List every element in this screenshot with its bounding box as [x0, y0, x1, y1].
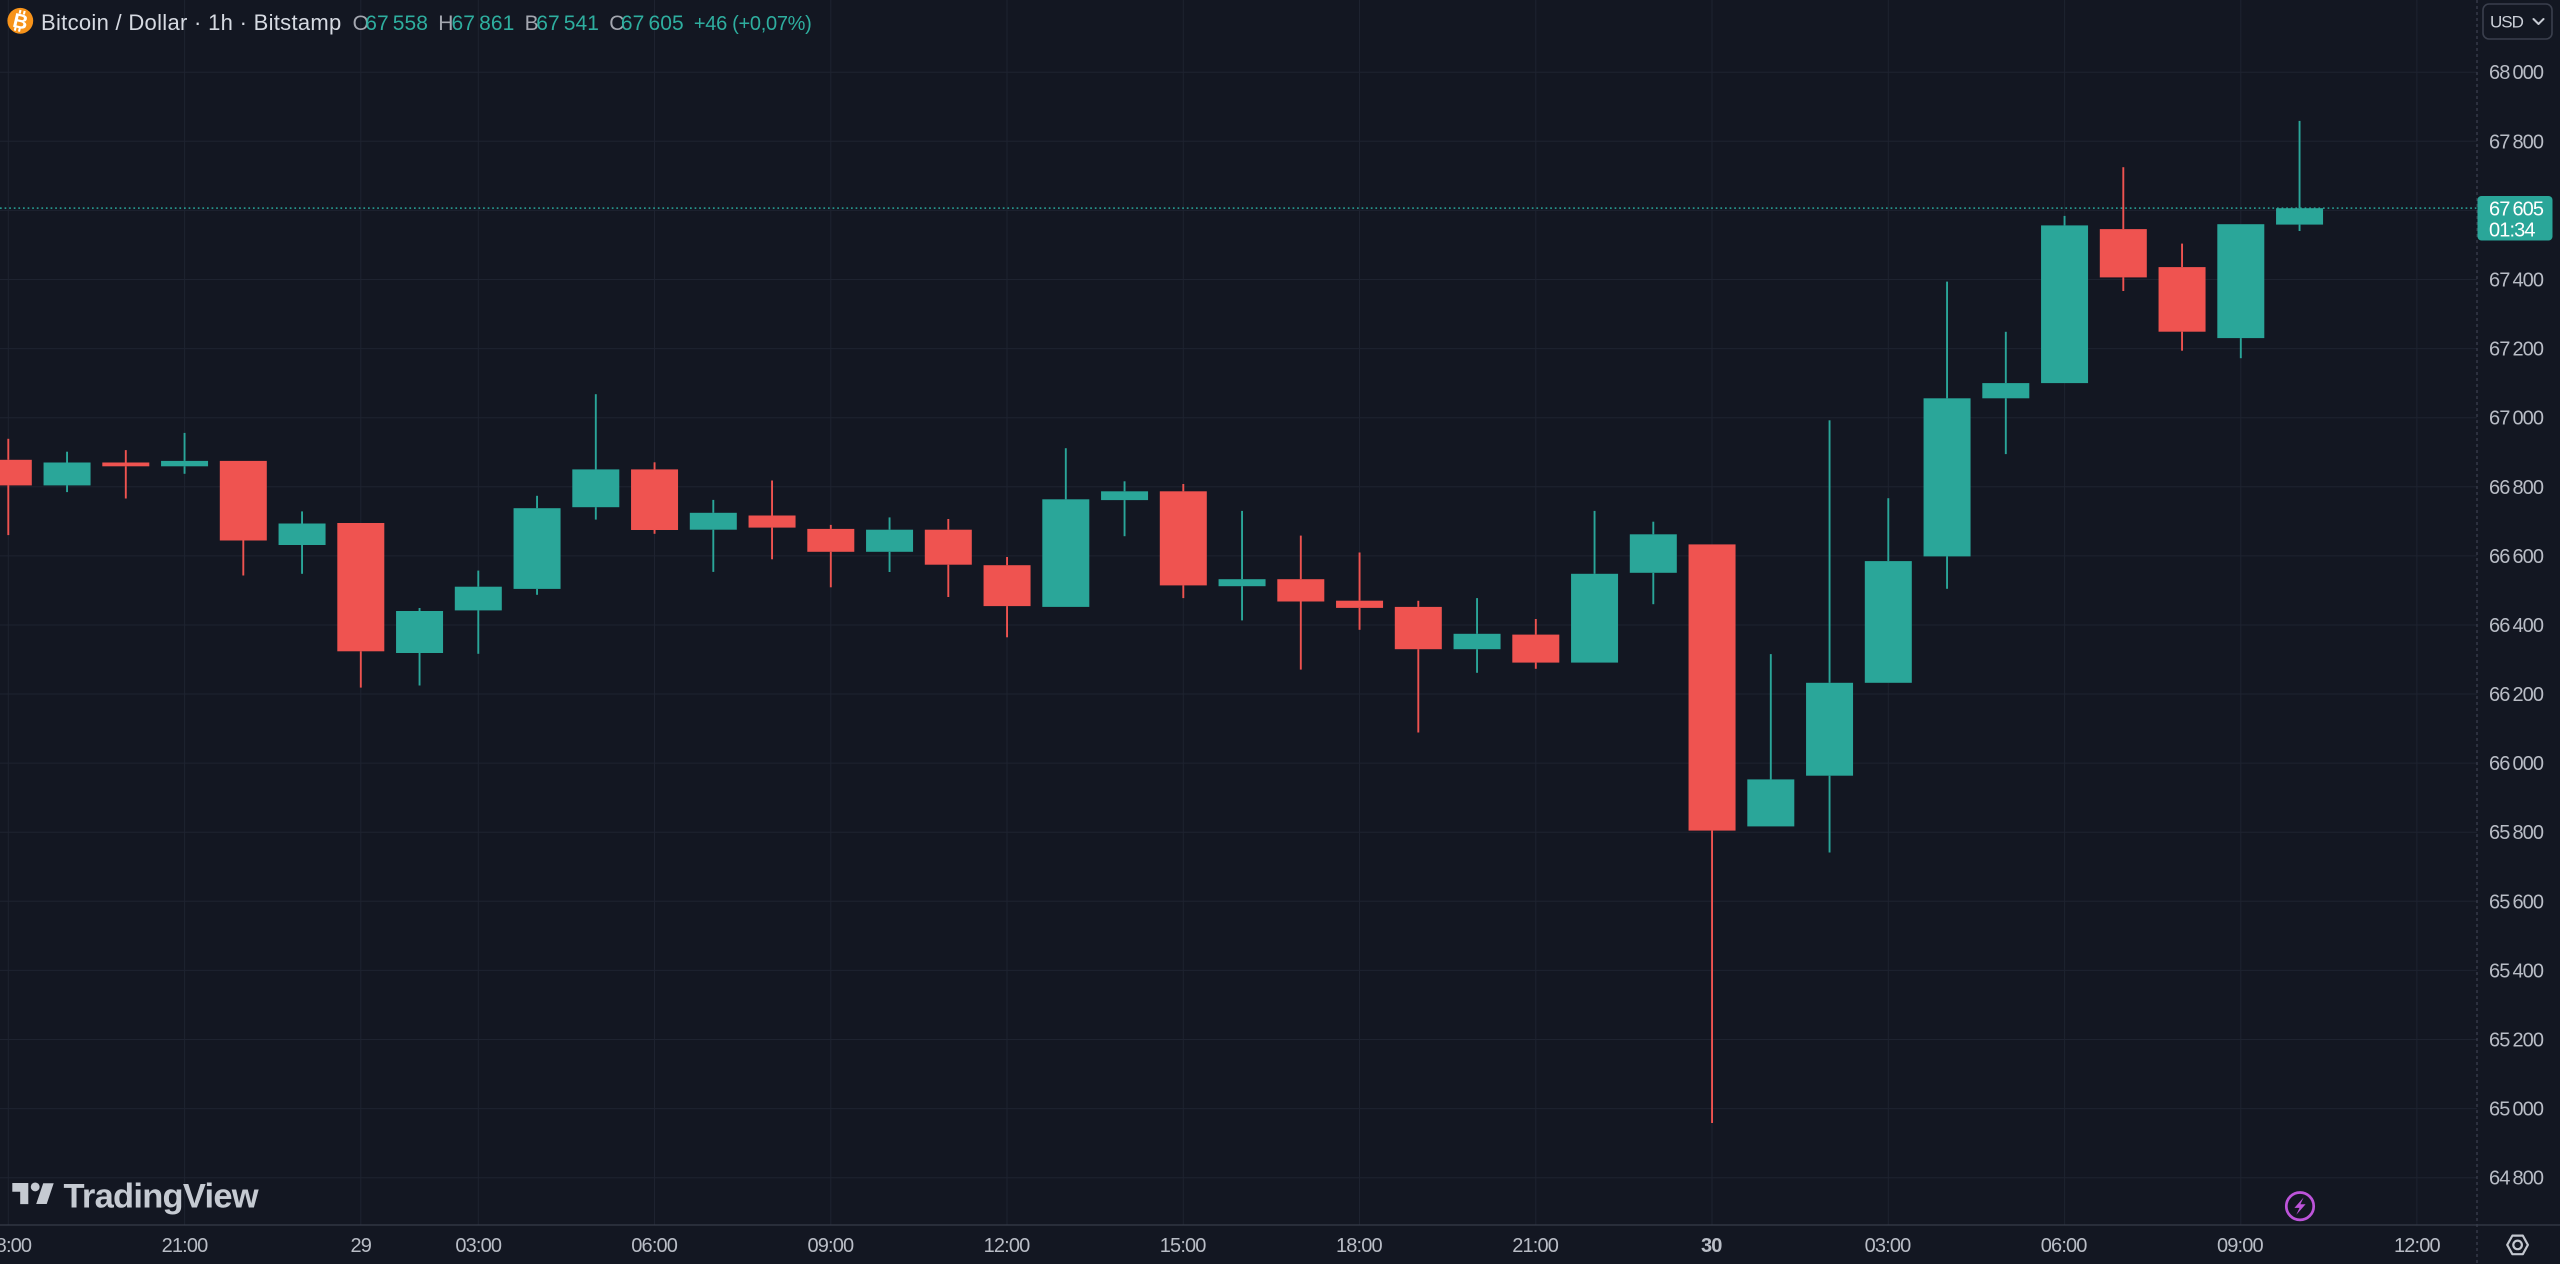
- svg-text:15:00: 15:00: [1160, 1235, 1207, 1257]
- svg-text:18:00: 18:00: [0, 1235, 32, 1257]
- svg-text:03:00: 03:00: [1865, 1235, 1912, 1257]
- svg-text:21:00: 21:00: [162, 1235, 209, 1257]
- svg-text:09:00: 09:00: [2217, 1235, 2264, 1257]
- svg-text:+46 (+0,07%): +46 (+0,07%): [694, 13, 812, 35]
- svg-text:21:00: 21:00: [1512, 1235, 1559, 1257]
- svg-text:Bitcoin / Dollar · 1h · Bitsta: Bitcoin / Dollar · 1h · Bitstamp: [41, 10, 342, 35]
- svg-text:USD: USD: [2490, 12, 2524, 31]
- svg-text:09:00: 09:00: [807, 1235, 854, 1257]
- svg-text:12:00: 12:00: [2394, 1235, 2441, 1257]
- svg-text:06:00: 06:00: [631, 1235, 678, 1257]
- svg-text:29: 29: [351, 1235, 372, 1257]
- svg-text:12:00: 12:00: [984, 1235, 1031, 1257]
- svg-text:06:00: 06:00: [2041, 1235, 2088, 1257]
- svg-text:C: C: [609, 12, 624, 35]
- svg-text:30: 30: [1701, 1235, 1722, 1257]
- svg-text:18:00: 18:00: [1336, 1235, 1383, 1257]
- svg-text:O: O: [353, 12, 369, 35]
- svg-text:01:34: 01:34: [2489, 220, 2535, 242]
- svg-text:H: H: [438, 12, 453, 35]
- svg-text:B: B: [525, 12, 539, 35]
- svg-text:TradingView: TradingView: [64, 1178, 259, 1216]
- svg-text:03:00: 03:00: [455, 1235, 502, 1257]
